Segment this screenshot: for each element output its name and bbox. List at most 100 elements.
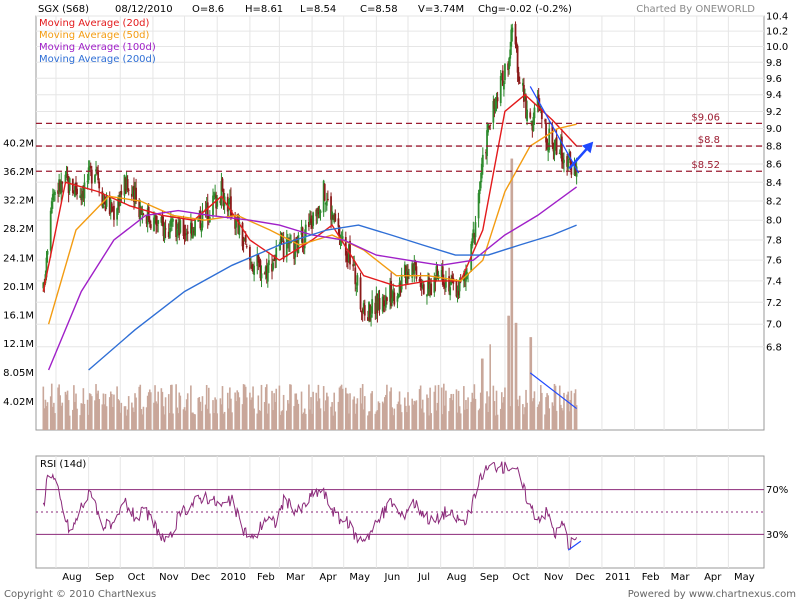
volume-bar: [88, 393, 91, 430]
x-tick-label: Nov: [544, 572, 564, 583]
candle-body: [172, 219, 174, 222]
candle-body: [493, 99, 496, 110]
candle-body: [457, 290, 460, 296]
candle-body: [398, 282, 401, 296]
candle-body: [248, 246, 251, 261]
volume-bar: [322, 386, 325, 430]
legend-item-ma50: Moving Average (50d): [39, 30, 150, 41]
volume-bar: [197, 397, 200, 430]
volume-bar: [353, 396, 356, 430]
candle-body: [285, 239, 288, 257]
volume-bar: [348, 413, 350, 430]
candle-body: [105, 196, 108, 207]
candle-body: [473, 233, 476, 238]
candle-body: [257, 254, 260, 263]
candle-body: [378, 298, 381, 310]
header-bar: SGX (S68) 08/12/2010 O=8.6 H=8.61 L=8.54…: [38, 4, 755, 15]
candle-body: [250, 262, 252, 264]
volume-bar: [355, 403, 358, 430]
volume-bar: [252, 386, 254, 430]
candle-body: [428, 277, 430, 289]
candle-body: [163, 226, 166, 240]
volume-bar: [378, 402, 381, 430]
volume-bar: [308, 384, 310, 430]
candle-body: [65, 174, 68, 177]
candle-body: [274, 256, 277, 261]
volume-bar: [492, 385, 495, 430]
annotations: [529, 86, 594, 410]
volume-bar: [371, 391, 373, 430]
candle-body: [104, 205, 107, 211]
candle-body: [79, 195, 82, 198]
volume-bar: [531, 401, 534, 430]
volume-bar: [303, 408, 306, 430]
candle-body: [537, 94, 540, 104]
level-label: $9.06: [691, 112, 720, 123]
volume-bar: [118, 400, 121, 430]
candle-body: [259, 260, 262, 279]
candle-body: [355, 287, 358, 289]
candle-body: [389, 284, 391, 302]
candle-body: [201, 210, 204, 228]
volume-bar: [290, 384, 292, 430]
candle-body: [502, 82, 505, 90]
volume-bar: [119, 412, 122, 430]
volume-bar: [289, 384, 291, 430]
volume-bar: [147, 392, 150, 430]
volume-bar: [242, 384, 245, 430]
volume-bar: [275, 388, 278, 430]
volume-bar: [142, 406, 145, 430]
volume-bar: [297, 403, 300, 430]
volume-bar: [193, 413, 195, 430]
volume-bar: [268, 403, 270, 430]
volume-bar: [101, 404, 104, 430]
volume-bar: [467, 397, 469, 430]
volume-bar: [79, 415, 82, 430]
volume-bar: [178, 392, 181, 430]
low-label: L=8.54: [300, 4, 336, 15]
candle-body: [145, 216, 148, 224]
x-tick-label: Aug: [447, 572, 467, 583]
candle-body: [54, 192, 56, 195]
volume-bar: [124, 406, 127, 430]
candle-body: [548, 128, 551, 151]
breakout-arrow-head: [581, 141, 594, 154]
volume-bar: [108, 397, 111, 430]
volume-bar: [207, 387, 210, 430]
candle-body: [168, 228, 171, 239]
candle-body: [282, 240, 285, 260]
candle-body: [526, 109, 528, 122]
candle-body: [368, 302, 370, 318]
candle-body: [191, 223, 193, 236]
volume-bar: [256, 413, 259, 430]
candle-body: [113, 205, 115, 220]
candle-body: [231, 214, 233, 216]
volume-bar: [399, 404, 402, 430]
volume-bar: [552, 405, 555, 430]
volume-bar: [370, 393, 372, 430]
volume-bar: [356, 398, 359, 430]
volume-bar: [530, 337, 533, 430]
candle-body: [221, 178, 224, 191]
volume-bar: [558, 385, 561, 430]
candle-body: [382, 300, 385, 307]
open-label: O=8.6: [192, 4, 224, 15]
copyright-label: Copyright © 2010 ChartNexus: [4, 589, 156, 600]
volume-bar: [200, 411, 203, 430]
volume-bar: [340, 384, 343, 430]
x-tick-label: Oct: [512, 572, 529, 583]
volume-bar: [61, 402, 64, 430]
volume-bar: [186, 393, 189, 430]
candle-body: [332, 215, 335, 219]
volume-bar: [514, 322, 517, 430]
volume-bar: [318, 398, 321, 430]
volume-bar: [49, 396, 52, 430]
candle-body: [117, 197, 120, 211]
volume-bar: [127, 396, 130, 430]
volume-label: V=3.74M: [418, 4, 464, 15]
candle-body: [205, 203, 208, 210]
volume-bar: [192, 412, 194, 430]
candle-body: [567, 159, 570, 169]
volume-bar: [163, 414, 166, 430]
candle-body: [414, 262, 417, 266]
